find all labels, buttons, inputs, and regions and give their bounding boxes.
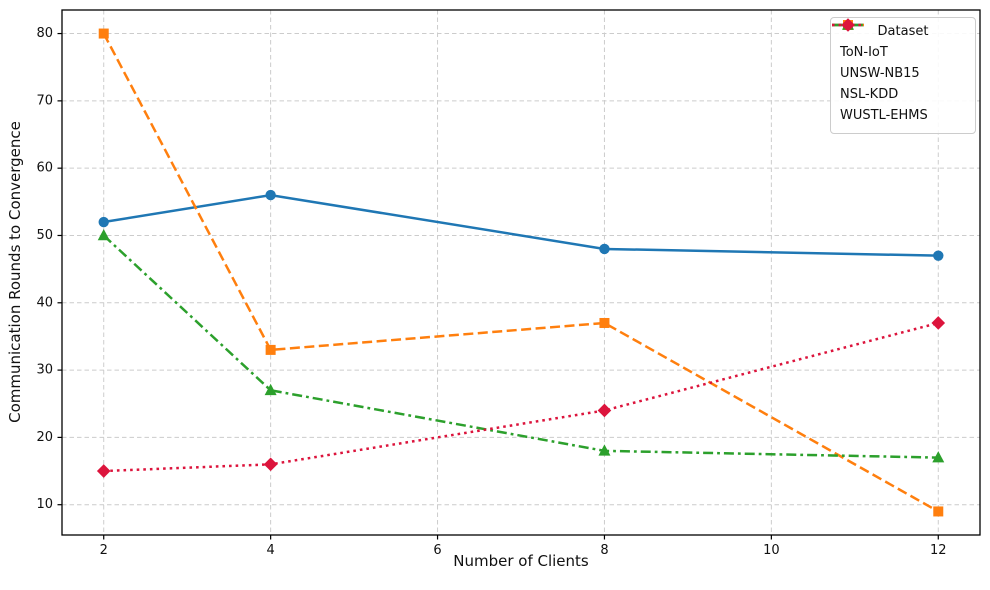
legend-item: WUSTL-EHMS xyxy=(832,18,966,126)
legend-sample-line xyxy=(832,18,864,32)
svg-text:10: 10 xyxy=(36,497,53,512)
svg-text:4: 4 xyxy=(266,543,274,558)
series-NSL-KDD xyxy=(97,228,945,463)
svg-text:12: 12 xyxy=(930,543,947,558)
svg-text:10: 10 xyxy=(763,543,780,558)
legend-item: NSL-KDD xyxy=(832,18,966,105)
x-axis-label: Number of Clients xyxy=(453,552,589,570)
svg-text:20: 20 xyxy=(36,430,53,445)
svg-text:2: 2 xyxy=(100,543,108,558)
legend-items: ToN-IoT UNSW-NB15 NSL-KDD WUSTL-EHMS xyxy=(832,18,966,126)
series-ToN-IoT xyxy=(98,189,944,261)
y-axis-label: Communication Rounds to Convergence xyxy=(6,121,24,423)
legend-item-label: ToN-IoT xyxy=(840,45,888,60)
series-UNSW-NB15 xyxy=(98,28,944,517)
svg-text:80: 80 xyxy=(36,26,53,41)
svg-text:70: 70 xyxy=(36,93,53,108)
svg-text:60: 60 xyxy=(36,161,53,176)
svg-text:6: 6 xyxy=(433,543,441,558)
y-tick-labels: 10 20 30 40 50 60 70 80 xyxy=(36,26,62,512)
legend-item-label: NSL-KDD xyxy=(840,87,899,102)
svg-text:50: 50 xyxy=(36,228,53,243)
legend-item-label: WUSTL-EHMS xyxy=(840,108,928,123)
legend: Dataset ToN-IoT UNSW-NB15 NSL-KDD WUSTL-… xyxy=(830,17,976,134)
legend-item: UNSW-NB15 xyxy=(832,20,966,84)
legend-item-label: UNSW-NB15 xyxy=(840,66,920,81)
legend-item: ToN-IoT xyxy=(832,19,966,63)
x-tick-labels: 2 4 6 8 10 12 xyxy=(100,535,947,558)
svg-text:30: 30 xyxy=(36,363,53,378)
svg-text:8: 8 xyxy=(600,543,608,558)
svg-text:40: 40 xyxy=(36,295,53,310)
legend-title: Dataset xyxy=(877,24,929,39)
plot-border xyxy=(61,9,981,536)
series-WUSTL-EHMS xyxy=(96,316,946,478)
